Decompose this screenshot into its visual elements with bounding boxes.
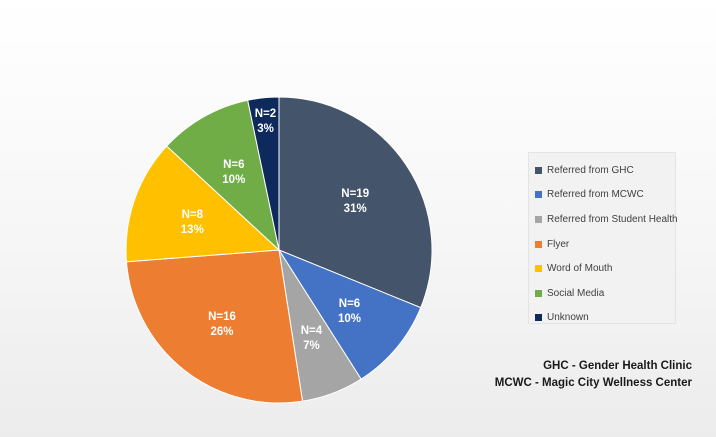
- legend-item-referred-from-student-health: Referred from Student Health: [535, 207, 678, 232]
- pie-slice-social-media: [166, 99, 280, 252]
- legend-swatch: [535, 166, 542, 174]
- slice-count-label: N=2: [255, 108, 276, 120]
- slice-percent-label: 10%: [338, 313, 361, 325]
- legend-swatch: [535, 215, 542, 223]
- legend-item-word-of-mouth: Word of Mouth: [535, 256, 675, 281]
- legend-item-referred-from-mcwc: Referred from MCWC: [535, 183, 675, 208]
- slice-count-label: N=6: [339, 298, 360, 310]
- pie-slice-referred-from-ghc: [278, 96, 433, 309]
- legend-item-flyer: Flyer: [535, 232, 675, 257]
- legend-label: Referred from Student Health: [547, 213, 678, 225]
- legend-swatch: [535, 240, 542, 248]
- slice-percent-label: 10%: [222, 174, 245, 186]
- pie-slice-referred-from-mcwc: [277, 248, 422, 380]
- legend-item-unknown: Unknown: [535, 306, 675, 331]
- legend-label: Word of Mouth: [547, 263, 613, 275]
- pie-slice-word-of-mouth: [125, 145, 281, 263]
- pie-slice-flyer: [125, 249, 304, 404]
- legend-swatch: [535, 265, 542, 273]
- legend-item-referred-from-ghc: Referred from GHC: [535, 158, 675, 183]
- abbreviation-notes: GHC - Gender Health Clinic MCWC - Magic …: [495, 358, 692, 392]
- legend-swatch: [535, 289, 542, 297]
- slice-percent-label: 26%: [210, 326, 233, 338]
- note-ghc: GHC - Gender Health Clinic: [543, 360, 692, 372]
- slice-percent-label: 13%: [181, 224, 204, 236]
- slice-count-label: N=16: [208, 311, 236, 323]
- chart-legend: Referred from GHC Referred from MCWC Refer…: [528, 152, 678, 324]
- slice-percent-label: 31%: [344, 203, 367, 215]
- slice-count-label: N=4: [301, 325, 323, 337]
- pie-slice-unknown: [247, 96, 280, 251]
- slice-percent-label: 3%: [257, 123, 274, 135]
- legend-item-social-media: Social Media: [535, 281, 675, 306]
- legend-label: Social Media: [547, 287, 605, 299]
- legend-label: Flyer: [547, 238, 570, 250]
- legend-label: Unknown: [547, 312, 589, 324]
- legend-label: Referred from MCWC: [547, 189, 644, 201]
- slice-percent-label: 7%: [303, 340, 320, 352]
- legend-swatch: [535, 191, 542, 199]
- slice-count-label: N=19: [341, 188, 369, 200]
- legend-swatch: [535, 314, 542, 322]
- slice-count-label: N=6: [223, 159, 244, 171]
- slice-count-label: N=8: [182, 209, 204, 221]
- note-mcwc: MCWC - Magic City Wellness Center: [494, 377, 692, 389]
- legend-label: Referred from GHC: [547, 164, 634, 176]
